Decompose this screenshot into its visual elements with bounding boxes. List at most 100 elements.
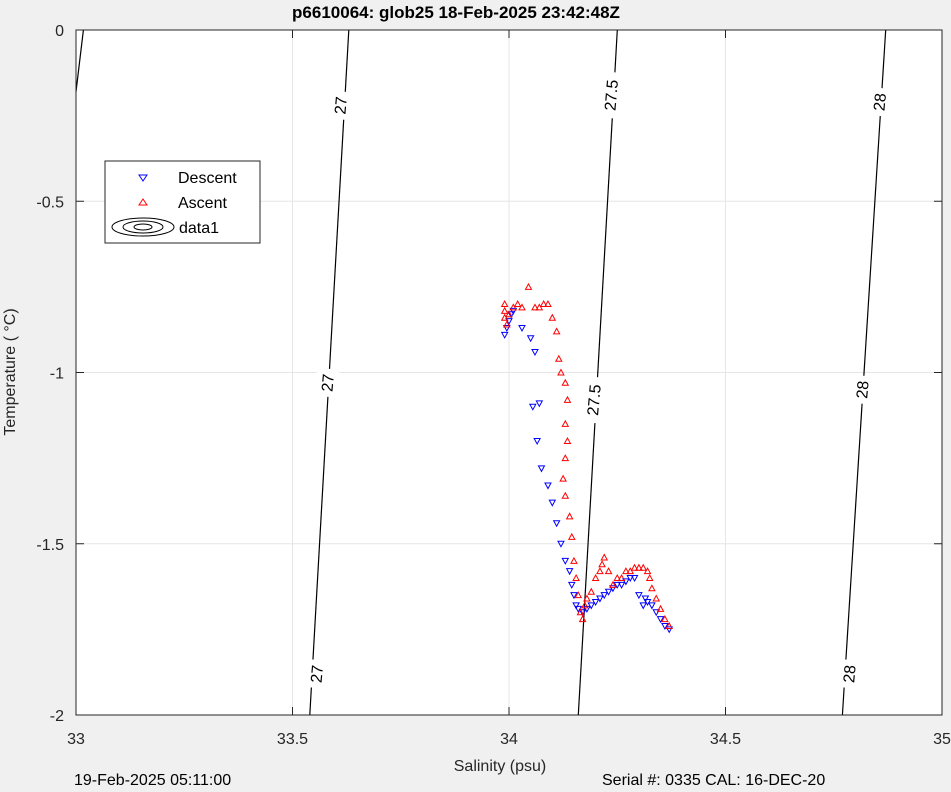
x-tick-label: 34.5	[710, 731, 741, 748]
y-tick-label: -2	[50, 708, 64, 725]
x-tick-label: 35	[933, 731, 951, 748]
ascent-marker	[665, 621, 674, 629]
ascent-marker	[565, 512, 574, 520]
descent-marker	[626, 575, 635, 583]
ascent-marker	[563, 436, 572, 444]
ascent-marker	[635, 563, 643, 571]
ascent-marker	[500, 306, 509, 314]
axis-ticks: 33 33.5 34 34.5 35 0 -0.5 -1 -1.5 -2	[36, 23, 951, 748]
descent-marker	[507, 311, 516, 319]
legend-ascent-marker	[138, 198, 148, 206]
x-tick-label: 33	[67, 731, 85, 748]
ascent-marker	[587, 587, 596, 595]
ascent-marker	[617, 573, 626, 581]
ascent-marker	[500, 313, 509, 321]
y-tick-label: -1	[50, 366, 64, 383]
ascent-marker	[578, 615, 587, 623]
legend-ascent-label: Ascent	[178, 195, 227, 212]
descent-marker	[578, 609, 587, 617]
contour-label: 27	[319, 373, 337, 392]
contour-label-background	[849, 374, 875, 405]
x-axis-label: Salinity (psu)	[454, 758, 546, 775]
density-contour-line	[841, 29, 887, 716]
legend-descent-marker	[138, 174, 148, 182]
ascent-marker	[596, 567, 604, 575]
descent-marker	[535, 400, 544, 408]
ascent-marker	[639, 563, 648, 571]
descent-marker	[661, 622, 669, 630]
ascent-marker	[539, 299, 548, 307]
descent-marker	[587, 602, 596, 610]
ascent-marker	[643, 567, 652, 575]
ascent-marker	[509, 303, 518, 311]
contour-label: 27	[332, 96, 350, 115]
ascent-marker	[576, 608, 585, 616]
ascent-marker	[535, 303, 544, 311]
ascent-marker	[513, 299, 522, 307]
descent-marker	[552, 520, 561, 528]
y-tick-label: 0	[55, 23, 64, 40]
contour-label-background	[314, 367, 340, 398]
density-contours: 27 27 27 27.5 27.5 28 28 28	[75, 29, 892, 716]
descent-marker	[604, 588, 613, 596]
x-tick-label: 33.5	[277, 731, 308, 748]
contour-label: 27.5	[602, 79, 622, 112]
ascent-marker	[598, 560, 606, 568]
descent-marker	[526, 335, 535, 343]
legend-data1-label: data1	[179, 220, 219, 237]
descent-marker	[544, 482, 552, 490]
descent-marker	[656, 616, 665, 624]
descent-marker	[639, 602, 648, 610]
descent-marker	[591, 598, 600, 607]
descent-marker	[600, 592, 609, 600]
descent-marker	[630, 575, 639, 583]
contour-label-background	[836, 658, 862, 689]
legend-contour-icon	[111, 217, 175, 237]
ascent-marker	[648, 584, 656, 592]
ascent-marker	[591, 573, 600, 581]
ascent-marker	[561, 454, 570, 462]
legend-descent-label: Descent	[178, 170, 237, 187]
contour-label: 28	[854, 380, 872, 399]
x-tick-label: 34	[500, 731, 518, 748]
descent-marker	[531, 348, 539, 356]
descent-marker	[548, 499, 557, 507]
ascent-marker	[502, 320, 511, 328]
ascent-marker	[622, 567, 630, 575]
descent-marker	[505, 318, 513, 326]
descent-marker	[641, 595, 650, 603]
descent-marker	[537, 465, 546, 473]
ascent-marker	[500, 299, 509, 307]
ascent-marker	[505, 310, 513, 318]
descent-marker	[561, 557, 570, 565]
descent-marker	[557, 540, 565, 548]
descent-marker	[617, 581, 626, 589]
ascent-marker	[572, 573, 580, 581]
descent-marker	[533, 438, 541, 446]
contour-label-background	[327, 90, 353, 121]
ascent-marker	[645, 573, 654, 581]
contour-label-background	[867, 87, 892, 117]
y-tick-label: -0.5	[36, 194, 64, 211]
ascent-marker	[563, 395, 572, 403]
descent-marker	[572, 602, 580, 610]
ascent-marker	[656, 604, 665, 612]
ascent-marker	[630, 563, 639, 571]
ascent-marker	[626, 567, 635, 575]
ascent-marker	[559, 474, 567, 482]
ascent-marker	[609, 580, 617, 588]
contour-label-background	[580, 376, 607, 424]
ascent-marker	[552, 327, 561, 335]
ascent-marker	[570, 556, 578, 564]
ascent-marker	[600, 553, 609, 561]
footer-date: 19-Feb-2025 05:11:00	[74, 772, 232, 789]
ascent-marker	[613, 573, 622, 581]
descent-marker	[518, 324, 526, 333]
chart-title: p6610064: glob25 18-Feb-2025 23:42:48Z	[292, 3, 620, 22]
legend[interactable]: Descent Ascent data1	[104, 160, 261, 244]
descent-marker	[648, 602, 656, 610]
descent-marker	[652, 609, 661, 617]
y-axis-label: Temperature ( °C)	[2, 308, 19, 435]
ascent-marker	[567, 532, 576, 540]
